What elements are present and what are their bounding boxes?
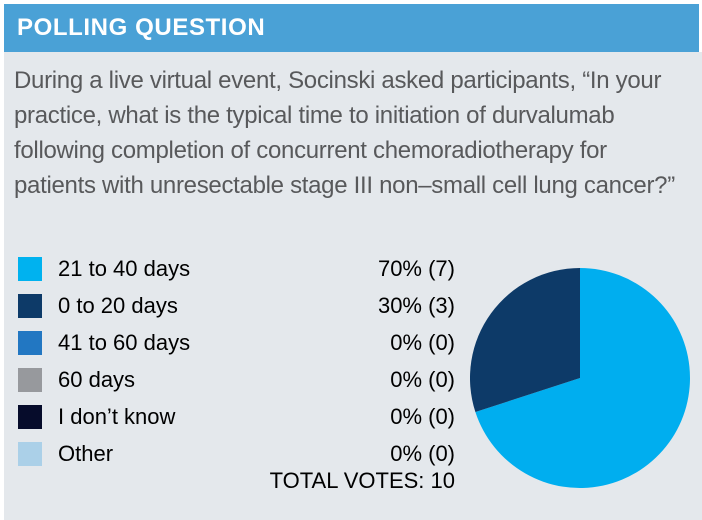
legend-swatch (18, 293, 42, 318)
legend-row: 21 to 40 days 70% (7) (18, 250, 455, 287)
legend-value: 0% (0) (390, 440, 455, 466)
card-title: POLLING QUESTION (17, 14, 266, 41)
legend-label: 41 to 60 days (58, 329, 191, 355)
card-body: During a live virtual event, Socinski as… (4, 52, 702, 520)
legend-row: I don’t know 0% (0) (18, 398, 455, 435)
legend-label: 0 to 20 days (58, 292, 178, 318)
legend-value: 70% (7) (377, 255, 455, 281)
pie-slice (470, 268, 580, 412)
legend-swatch (18, 441, 42, 466)
legend-label: Other (58, 440, 114, 466)
legend-label: 21 to 40 days (58, 255, 191, 281)
legend-row: Other 0% (0) (18, 435, 455, 472)
poll-legend: 21 to 40 days 70% (7) 0 to 20 days 30% (3) 4… (18, 250, 455, 472)
legend-row: 60 days 0% (0) (18, 361, 455, 398)
legend-label: 60 days (58, 366, 136, 392)
poll-question-text: During a live virtual event, Socinski as… (14, 67, 675, 199)
total-votes: TOTAL VOTES: 10 (269, 468, 455, 493)
legend-swatch (18, 256, 42, 281)
legend-value: 0% (0) (390, 329, 455, 355)
pie-chart (470, 268, 690, 488)
legend-swatch (18, 404, 42, 429)
legend-label: I don’t know (58, 403, 176, 429)
legend-value: 0% (0) (390, 403, 455, 429)
legend-swatch (18, 330, 42, 355)
legend-swatch (18, 367, 42, 392)
legend-value: 30% (3) (377, 292, 455, 318)
legend-value: 0% (0) (390, 366, 455, 392)
pie-slice (475, 268, 690, 488)
legend-row: 0 to 20 days 30% (3) (18, 287, 455, 324)
legend-row: 41 to 60 days 0% (0) (18, 324, 455, 361)
card-header: POLLING QUESTION (4, 4, 699, 52)
